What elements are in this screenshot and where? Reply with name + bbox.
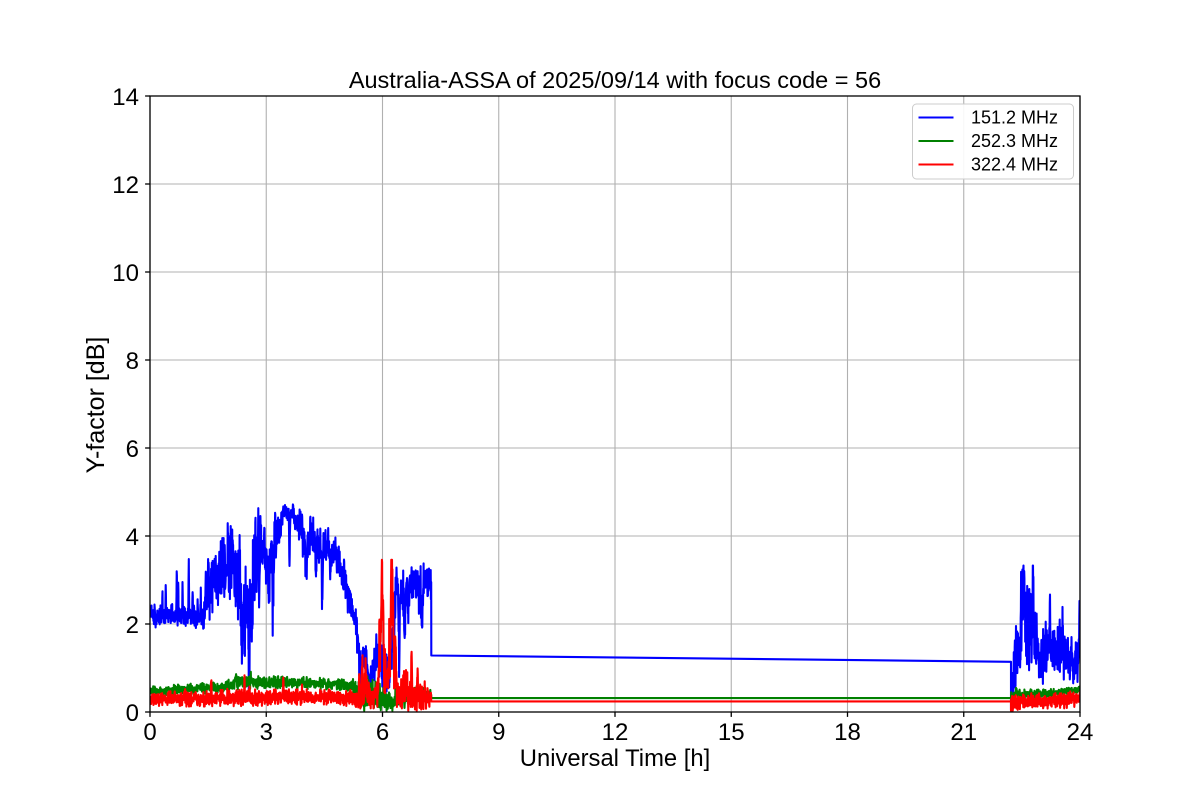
svg-text:12: 12 bbox=[112, 172, 139, 199]
svg-text:3: 3 bbox=[260, 719, 273, 746]
svg-text:4: 4 bbox=[126, 524, 139, 551]
svg-text:8: 8 bbox=[126, 348, 139, 375]
svg-text:2: 2 bbox=[126, 612, 139, 639]
svg-text:6: 6 bbox=[376, 719, 389, 746]
svg-text:0: 0 bbox=[143, 719, 156, 746]
svg-text:Universal Time [h]: Universal Time [h] bbox=[520, 745, 710, 772]
svg-text:Y-factor [dB]: Y-factor [dB] bbox=[82, 337, 110, 474]
svg-text:252.3 MHz: 252.3 MHz bbox=[971, 131, 1058, 151]
svg-text:10: 10 bbox=[112, 260, 139, 287]
svg-text:322.4 MHz: 322.4 MHz bbox=[971, 154, 1058, 174]
svg-text:15: 15 bbox=[718, 719, 745, 746]
svg-text:12: 12 bbox=[602, 719, 629, 746]
svg-text:14: 14 bbox=[112, 84, 139, 111]
svg-text:151.2 MHz: 151.2 MHz bbox=[971, 108, 1058, 128]
svg-text:24: 24 bbox=[1067, 719, 1094, 746]
svg-text:Australia-ASSA of 2025/09/14 w: Australia-ASSA of 2025/09/14 with focus … bbox=[349, 67, 881, 93]
svg-text:18: 18 bbox=[834, 719, 861, 746]
svg-text:6: 6 bbox=[126, 436, 139, 463]
svg-text:0: 0 bbox=[126, 700, 139, 727]
svg-text:9: 9 bbox=[492, 719, 505, 746]
svg-text:21: 21 bbox=[950, 719, 977, 746]
